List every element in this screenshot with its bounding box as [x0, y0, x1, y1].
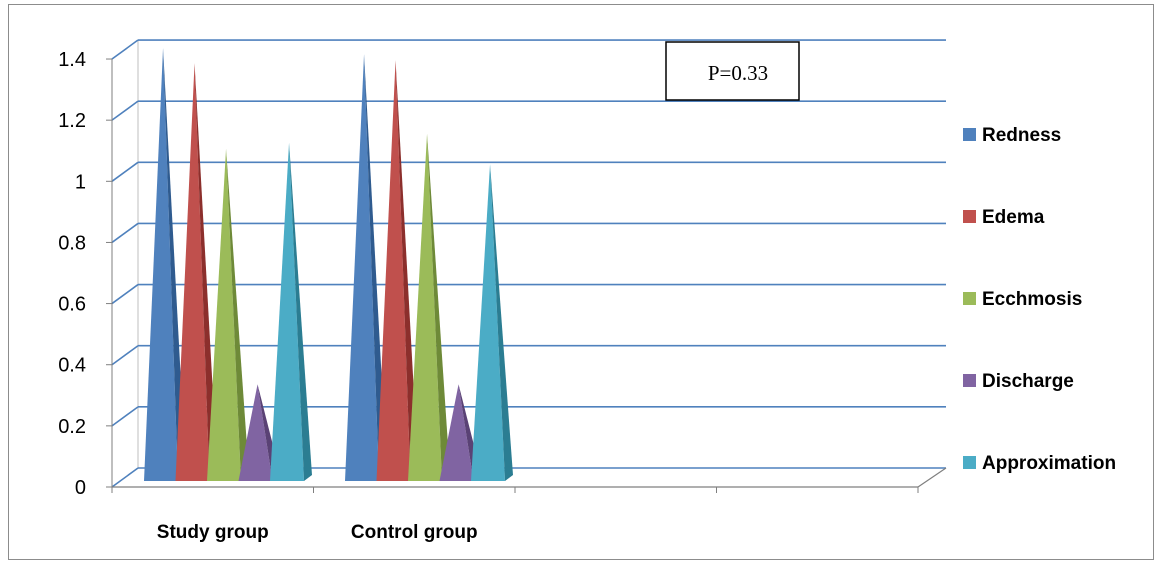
chart-frame: [8, 4, 1154, 560]
category-label: Control group: [351, 522, 478, 543]
grid-layer: [111, 39, 946, 488]
bar-cone-shade: [364, 54, 387, 481]
category-labels: Study group Control group: [157, 522, 478, 543]
legend-swatch: [963, 374, 976, 387]
gridline-depth: [111, 222, 139, 244]
y-tick-label: 0.4: [58, 355, 86, 377]
bar-cone: [175, 63, 210, 482]
gridline-depth: [111, 100, 139, 121]
legend-swatch: [963, 128, 976, 141]
p-value-annotation: P=0.33: [665, 41, 800, 101]
bar-cone: [238, 384, 273, 481]
legend-label: Discharge: [982, 371, 1074, 392]
legend-swatch: [963, 456, 976, 469]
bar-cone-shade: [490, 164, 513, 481]
bar-cone-shade: [427, 133, 450, 481]
legend-label: Edema: [982, 207, 1045, 228]
gridline-depth: [111, 161, 139, 182]
legend-label: Redness: [982, 125, 1061, 146]
gridline-depth: [111, 283, 139, 305]
bar-cone: [345, 54, 379, 481]
y-tick-label: 1: [75, 171, 86, 193]
bar-cone-shade: [163, 48, 186, 482]
gridline-depth: [111, 345, 139, 366]
legend-swatch: [963, 210, 976, 223]
bar-cone-shade: [194, 63, 218, 482]
y-tick-label: 0.2: [58, 416, 86, 438]
bar-cone: [376, 60, 411, 482]
floor-right-edge: [917, 467, 947, 488]
bar-cone-shade: [289, 142, 312, 482]
bar-cone: [144, 48, 178, 482]
annotation-text: P=0.33: [708, 61, 768, 85]
y-tick-label: 0.6: [58, 294, 86, 316]
category-label: Study group: [157, 522, 269, 543]
bar-cone: [439, 384, 474, 481]
y-tick-label: 1.2: [58, 110, 86, 132]
y-tick-label: 0.8: [58, 232, 86, 254]
bar-cone: [270, 142, 304, 482]
y-tick-label: 1.4: [58, 49, 86, 71]
gridline-depth: [111, 467, 139, 488]
axis-layer: 0 0.2 0.4 0.6 0.8 1 1.2 1.4: [58, 49, 947, 499]
legend-swatch: [963, 292, 976, 305]
legend-label: Ecchmosis: [982, 289, 1082, 310]
bar-cone: [408, 133, 442, 481]
legend-label: Approximation: [982, 453, 1116, 474]
gridline-depth: [111, 39, 139, 60]
y-tick-label: 0: [75, 477, 86, 499]
bar-cone-shade: [226, 148, 249, 481]
legend: Redness Edema Ecchmosis Discharge Approxima…: [963, 125, 1116, 474]
bar-cone: [207, 148, 241, 481]
gridline-depth: [111, 406, 139, 427]
bars-layer: [144, 48, 513, 482]
annotation-box: [665, 41, 800, 101]
bar-cone: [471, 164, 505, 481]
bar-cone-shade: [395, 60, 419, 482]
